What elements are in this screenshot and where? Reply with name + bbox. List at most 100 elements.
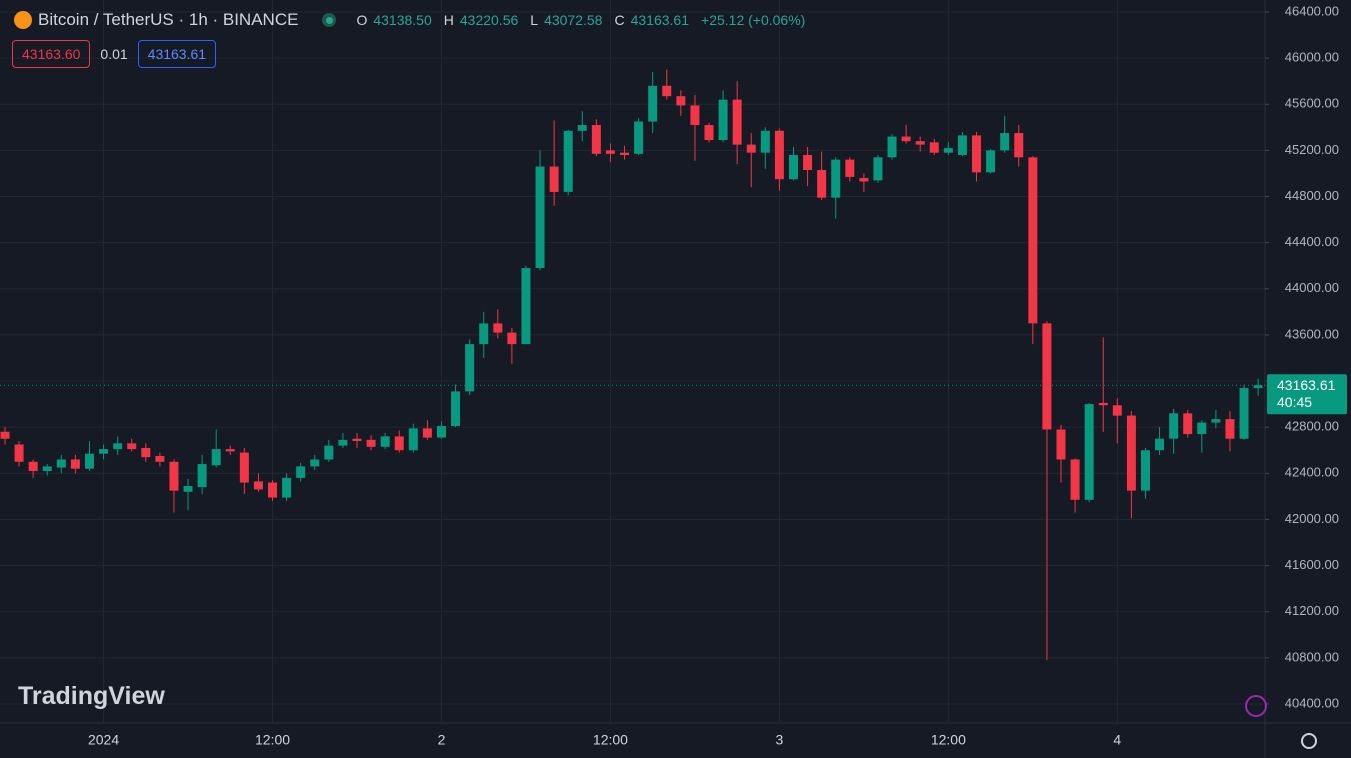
candle-body [774,130,784,180]
y-tick-label: 44000.00 [1285,280,1339,295]
x-tick-label: 12:00 [931,732,966,748]
candle-body [1253,385,1263,389]
y-tick-label: 45200.00 [1285,142,1339,157]
candle-body [1070,459,1080,500]
candle-body [28,461,38,472]
x-tick-label: 12:00 [593,732,628,748]
candle-body [253,481,263,490]
candle-body [873,157,883,181]
countdown: 40:45 [1277,394,1312,410]
candle-body [141,447,151,458]
ohlc-value: 43220.56 [459,12,519,28]
candle-body [436,426,446,438]
candle-body [943,148,953,153]
candle-body [760,130,770,153]
y-tick-label: 43600.00 [1285,326,1339,341]
candle-body [56,459,66,468]
candle-body [690,105,700,126]
last-price-box [1267,374,1347,415]
candle-body [324,445,334,460]
candle-body [42,466,52,472]
candle-body [986,150,996,173]
candle-body [915,141,925,145]
candle-body [1169,413,1179,439]
candle-body [704,125,714,141]
ohlc-value: 43072.58 [544,12,603,28]
watermark: TradingView [18,682,165,710]
status-dot [322,13,337,27]
candle-body [451,391,461,427]
candle-body [296,466,306,478]
candle-body [183,485,193,492]
sell-button[interactable]: 43163.60 [12,40,91,68]
y-tick-label: 44800.00 [1285,188,1339,203]
y-tick-label: 42400.00 [1285,465,1339,480]
x-tick-label: 3 [776,732,784,748]
y-tick-label: 41200.00 [1285,603,1339,618]
y-tick-label: 41600.00 [1285,557,1339,572]
candle-body [957,135,967,156]
candle-body [718,99,728,141]
y-tick-label: 40800.00 [1285,649,1339,664]
candle-body [113,443,123,450]
candle-body [493,323,503,333]
candle-body [408,428,418,451]
candle-body [211,449,221,466]
candle-body [859,178,869,182]
candle-body [788,155,798,180]
x-tick-label: 2024 [88,732,119,748]
alert-icon[interactable] [1245,695,1267,717]
candle-body [648,85,658,122]
candle-body [507,332,517,345]
candle-body [239,452,249,483]
candle-body [465,344,475,392]
candle-body [929,142,939,153]
candle-body [549,166,559,192]
x-tick-label: 12:00 [255,732,290,748]
candle-body [676,96,686,106]
candle-body [662,85,672,97]
candle-body [1183,413,1193,435]
candle-body [197,464,207,488]
candle-body [352,438,362,442]
candle-body [732,99,742,145]
ohlc-label: L [530,12,539,28]
header: Bitcoin / TetherUS · 1h · BINANCE O 43138… [14,10,811,30]
candle-body [535,166,545,269]
candle-body [1084,404,1094,500]
candle-body [1028,157,1038,324]
x-tick-label: 4 [1113,732,1121,748]
buy-button[interactable]: 43163.61 [137,40,217,68]
candle-body [901,136,911,142]
change: +25.12 (+0.06%) [701,12,806,28]
ohlc-value: 43138.50 [373,12,432,28]
trade-panel: 43163.60 0.01 43163.61 [12,40,217,68]
ohlc-label: O [356,12,368,28]
y-tick-label: 44400.00 [1285,234,1339,249]
symbol[interactable]: Bitcoin / TetherUS · 1h · BINANCE [38,10,299,29]
candle-body [155,456,165,462]
candle-body [803,155,813,170]
ohlc-value: 43163.61 [630,12,690,28]
candle-body [605,150,615,154]
quantity: 0.01 [100,46,128,62]
candle-body [84,453,94,469]
last-price-label: 43163.61 [1277,377,1336,393]
candle-body [1014,133,1024,158]
candle-body [620,152,630,156]
candle-body [14,444,24,462]
candle-body [1126,415,1136,491]
candle-body [972,135,982,173]
candle-body [310,459,320,467]
x-tick-label: 2 [438,732,446,748]
candle-body [831,159,841,198]
settings-icon[interactable] [1301,733,1317,749]
candle-body [479,323,489,345]
ohlc-label: C [614,12,625,28]
candle-body [127,443,137,450]
candle-body [225,449,235,452]
candle-body [366,439,376,447]
candle-body [422,428,432,438]
candle-body [817,169,827,198]
